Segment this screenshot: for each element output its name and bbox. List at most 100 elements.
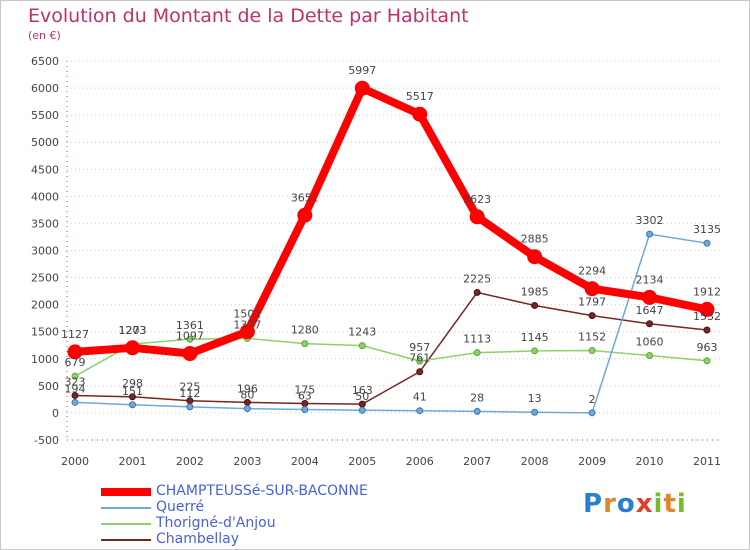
y-tick-label: 1000 — [31, 353, 59, 366]
data-label: 1113 — [463, 333, 491, 346]
y-tick-label: 0 — [52, 407, 59, 420]
data-point — [531, 408, 539, 416]
data-point — [128, 401, 136, 409]
data-point — [182, 346, 198, 362]
x-tick-label: 2000 — [61, 455, 89, 468]
data-point — [703, 239, 711, 247]
legend-swatch-thorigne — [101, 523, 151, 525]
y-tick-label: 4500 — [31, 163, 59, 176]
data-point — [588, 347, 596, 355]
data-label: 323 — [65, 375, 86, 388]
y-tick-label: 5000 — [31, 136, 59, 149]
y-tick-label: 1500 — [31, 326, 59, 339]
data-label: 80 — [240, 389, 254, 402]
data-point — [243, 405, 251, 413]
data-label: 2134 — [636, 273, 664, 286]
data-label: 1985 — [521, 285, 549, 298]
series-line — [74, 233, 708, 414]
data-point — [67, 344, 83, 360]
data-point — [527, 249, 543, 265]
data-label: 196 — [237, 382, 258, 395]
y-tick-label: 3000 — [31, 245, 59, 258]
data-label: 1127 — [61, 328, 89, 341]
data-point — [416, 357, 424, 365]
data-point — [297, 207, 313, 223]
data-point — [358, 342, 366, 350]
x-tick-label: 2008 — [521, 455, 549, 468]
data-point — [531, 347, 539, 355]
data-label: 3651 — [291, 191, 319, 204]
data-point — [646, 320, 654, 328]
data-point — [588, 312, 596, 320]
data-label: 194 — [65, 382, 86, 395]
x-tick-label: 2003 — [233, 455, 261, 468]
data-label: 2 — [589, 393, 596, 406]
data-label: 298 — [122, 377, 143, 390]
data-point — [646, 352, 654, 360]
legend-swatch-chambellay — [101, 539, 151, 541]
data-label: 225 — [179, 381, 200, 394]
data-point — [239, 324, 255, 340]
data-label: 2885 — [521, 233, 549, 246]
data-point — [124, 340, 140, 356]
legend-label-querre: Querré — [156, 499, 205, 515]
data-label: 13 — [528, 392, 542, 405]
legend-swatch-champteusse — [101, 488, 151, 496]
series-line — [71, 84, 711, 358]
data-label: 3302 — [636, 214, 664, 227]
data-label: 5997 — [348, 64, 376, 77]
data-label: 63 — [298, 390, 312, 403]
data-point — [301, 406, 309, 414]
data-point — [473, 288, 481, 296]
data-label: 2294 — [578, 265, 606, 278]
data-point — [301, 340, 309, 348]
y-tick-label: 2000 — [31, 299, 59, 312]
x-tick-label: 2006 — [406, 455, 434, 468]
data-label: 1361 — [176, 319, 204, 332]
data-label: 41 — [413, 391, 427, 404]
data-label: 163 — [352, 384, 373, 397]
data-point — [71, 372, 79, 380]
series-line — [74, 337, 708, 377]
legend-label-chambellay: Chambellay — [156, 531, 240, 547]
data-point — [186, 335, 194, 343]
data-label: 50 — [355, 390, 369, 403]
x-tick-label: 2011 — [693, 455, 721, 468]
data-label: 1097 — [176, 330, 204, 343]
data-point — [469, 209, 485, 225]
x-tick-label: 2010 — [636, 455, 664, 468]
y-tick-label: -500 — [34, 434, 59, 447]
data-label: 963 — [697, 341, 718, 354]
data-point — [588, 409, 596, 417]
data-point — [473, 349, 481, 357]
data-label: 679 — [65, 356, 86, 369]
data-label: 1145 — [521, 331, 549, 344]
chart-subtitle: (en €) — [28, 29, 61, 42]
data-label: 175 — [294, 383, 315, 396]
data-point — [186, 403, 194, 411]
data-point — [703, 357, 711, 365]
x-tick-label: 2005 — [348, 455, 376, 468]
data-label: 1273 — [118, 324, 146, 337]
data-point — [416, 407, 424, 415]
data-point — [699, 301, 715, 317]
data-point — [128, 393, 136, 401]
data-point — [473, 407, 481, 415]
data-point — [416, 368, 424, 376]
data-label: 1797 — [578, 296, 606, 309]
proxiti-logo: Proxiti — [583, 489, 687, 519]
data-label: 1152 — [578, 331, 606, 344]
x-tick-label: 2007 — [463, 455, 491, 468]
data-label: 1912 — [693, 285, 721, 298]
y-tick-label: 6000 — [31, 82, 59, 95]
y-tick-label: 500 — [38, 380, 59, 393]
data-label: 1203 — [118, 324, 146, 337]
data-label: 3135 — [693, 223, 721, 236]
x-tick-label: 2001 — [118, 455, 146, 468]
data-point — [412, 106, 428, 122]
series-line — [74, 291, 708, 405]
data-point — [71, 398, 79, 406]
data-label: 1280 — [291, 324, 319, 337]
data-point — [584, 281, 600, 297]
